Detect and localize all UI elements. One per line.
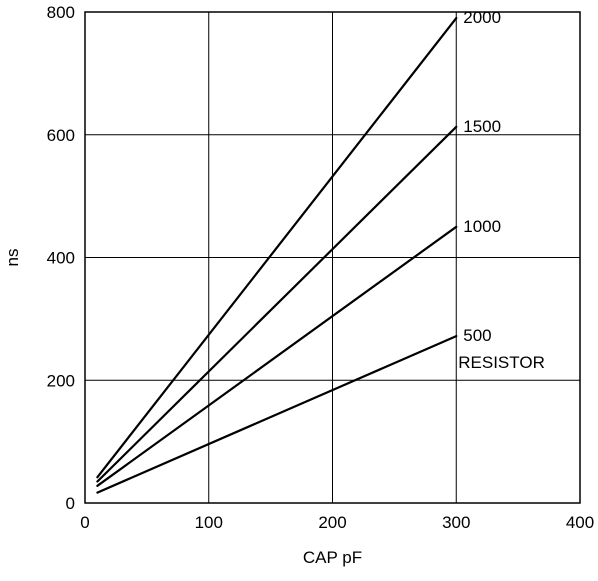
y-tick-label: 600 xyxy=(47,126,75,145)
label-layer: 2000 1500 1000 500 RESISTOR xyxy=(458,8,545,372)
series-label-1000: 1000 xyxy=(463,217,501,236)
series-label-500: 500 xyxy=(463,326,491,345)
grid-layer xyxy=(85,12,580,503)
x-axis-label: CAP pF xyxy=(303,548,362,567)
series-label-2000: 2000 xyxy=(463,8,501,27)
plot-frame xyxy=(84,11,581,504)
series-layer xyxy=(96,17,458,494)
y-tick-label: 800 xyxy=(47,3,75,22)
y-tick-label: 200 xyxy=(47,371,75,390)
series-line-500 xyxy=(96,335,458,494)
x-tick-label: 0 xyxy=(80,513,89,532)
y-tick-label: 400 xyxy=(47,249,75,268)
x-tick-label: 100 xyxy=(195,513,223,532)
y-axis-label: ns xyxy=(3,249,22,267)
series-line-1000 xyxy=(96,225,458,487)
tick-layer: 0 100 200 300 400 0 200 400 600 800 xyxy=(47,3,595,532)
x-tick-label: 400 xyxy=(566,513,594,532)
series-line-1500 xyxy=(96,125,458,483)
x-tick-label: 200 xyxy=(318,513,346,532)
series-label-1500: 1500 xyxy=(463,117,501,136)
y-tick-label: 0 xyxy=(66,494,75,513)
annotation-label: RESISTOR xyxy=(458,353,545,372)
x-tick-label: 300 xyxy=(442,513,470,532)
series-line-2000 xyxy=(96,17,458,479)
